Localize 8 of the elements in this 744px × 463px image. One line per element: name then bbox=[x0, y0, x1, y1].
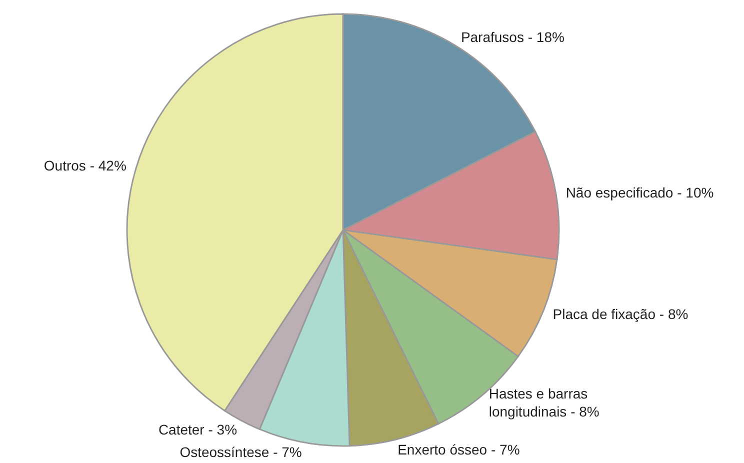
slice-label: Cateter - 3% bbox=[158, 422, 238, 438]
slice-label: Parafusos - 18% bbox=[460, 29, 564, 46]
slice-label: Outros - 42% bbox=[44, 157, 126, 174]
slice-label: Osteossíntese - 7% bbox=[180, 444, 302, 460]
slice-label: Placa de fixação - 8% bbox=[552, 306, 688, 322]
slice-label: Não especificado - 10% bbox=[566, 184, 714, 200]
slice-label: Hastes e barras longitudinais - 8% bbox=[488, 386, 600, 420]
slice-label: Enxerto ósseo - 7% bbox=[398, 441, 520, 458]
